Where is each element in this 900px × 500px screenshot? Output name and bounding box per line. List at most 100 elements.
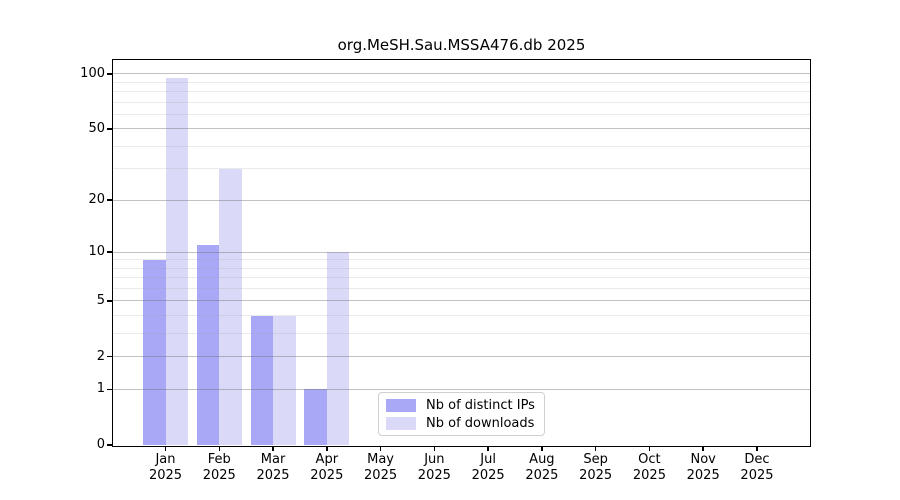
y-axis-tick-label: 100 bbox=[80, 65, 105, 81]
gridline-major bbox=[113, 73, 810, 75]
x-axis-tick bbox=[218, 446, 221, 451]
x-axis-tick-label: Feb 2025 bbox=[189, 452, 249, 484]
legend-label: Nb of distinct IPs bbox=[426, 397, 535, 413]
y-axis-tick-label: 20 bbox=[88, 192, 105, 208]
gridline-minor bbox=[113, 168, 810, 170]
gridline-major bbox=[113, 251, 810, 253]
legend-swatch-icon bbox=[386, 398, 416, 412]
gridline-major bbox=[113, 300, 810, 302]
x-axis-tick bbox=[541, 446, 543, 451]
y-axis-tick bbox=[107, 355, 112, 358]
year-label: 2025 bbox=[686, 468, 720, 483]
bar-nb-of-distinct-ips-apr bbox=[304, 389, 327, 445]
gridline-minor bbox=[113, 101, 810, 103]
month-label: Oct bbox=[638, 452, 661, 467]
y-axis-tick bbox=[107, 128, 112, 130]
bar-nb-of-downloads-mar bbox=[273, 315, 296, 445]
year-label: 2025 bbox=[256, 468, 290, 483]
x-axis-tick-label: Apr 2025 bbox=[297, 452, 357, 484]
x-axis-tick bbox=[164, 446, 167, 451]
y-axis-tick-label: 50 bbox=[88, 120, 105, 136]
gridline-minor bbox=[113, 91, 810, 93]
year-label: 2025 bbox=[202, 468, 236, 483]
month-label: Apr bbox=[315, 452, 339, 467]
y-axis-tick bbox=[107, 251, 112, 253]
gridline-major bbox=[113, 128, 810, 130]
x-axis-tick-label: Oct 2025 bbox=[619, 452, 679, 484]
gridline-minor bbox=[113, 145, 810, 147]
gridline-minor bbox=[113, 277, 810, 279]
month-label: Feb bbox=[207, 452, 231, 467]
x-axis-tick-label: Jul 2025 bbox=[458, 452, 518, 484]
x-axis-tick bbox=[433, 446, 436, 451]
gridline-minor bbox=[113, 315, 810, 317]
bar-nb-of-distinct-ips-feb bbox=[196, 245, 220, 445]
y-axis-tick bbox=[107, 73, 112, 75]
x-axis-tick-label: Aug 2025 bbox=[512, 452, 572, 484]
year-label: 2025 bbox=[148, 468, 183, 483]
x-axis-tick bbox=[756, 446, 758, 451]
x-axis-tick bbox=[594, 446, 597, 451]
y-axis-tick-label: 5 bbox=[96, 292, 105, 308]
year-label: 2025 bbox=[632, 468, 666, 483]
x-axis-tick-label: Mar 2025 bbox=[243, 452, 303, 484]
x-axis-tick-label: Sep 2025 bbox=[566, 452, 626, 484]
gridline-major bbox=[113, 356, 810, 358]
legend-box: Nb of distinct IPs Nb of downloads bbox=[378, 392, 545, 436]
x-axis-tick bbox=[702, 446, 704, 451]
gridline-minor bbox=[113, 81, 810, 83]
legend-item: Nb of distinct IPs bbox=[379, 398, 544, 413]
y-axis-tick-label: 2 bbox=[96, 348, 105, 364]
y-axis-tick-label: 1 bbox=[96, 381, 105, 397]
month-label: Nov bbox=[690, 452, 716, 467]
month-label: Jan bbox=[155, 452, 176, 467]
x-axis-tick-label: Dec 2025 bbox=[727, 452, 787, 484]
x-axis-tick bbox=[648, 446, 651, 451]
year-label: 2025 bbox=[579, 468, 613, 483]
gridline-minor bbox=[113, 259, 810, 261]
y-axis-tick-label: 10 bbox=[88, 244, 105, 260]
x-axis-tick bbox=[379, 446, 382, 451]
bar-nb-of-downloads-feb bbox=[219, 168, 242, 445]
chart-title: org.MeSH.Sau.MSSA476.db 2025 bbox=[337, 36, 586, 54]
year-label: 2025 bbox=[740, 468, 774, 483]
year-label: 2025 bbox=[525, 468, 559, 483]
legend-item: Nb of downloads bbox=[379, 416, 544, 431]
x-axis-tick bbox=[272, 446, 274, 451]
y-axis-tick bbox=[107, 388, 112, 390]
legend-label: Nb of downloads bbox=[426, 415, 535, 431]
gridline-major bbox=[113, 388, 810, 390]
month-label: Jun bbox=[424, 452, 445, 467]
x-axis-tick bbox=[326, 446, 328, 451]
bar-nb-of-downloads-apr bbox=[326, 252, 350, 445]
y-axis-tick bbox=[107, 199, 112, 201]
legend-swatch-icon bbox=[386, 416, 416, 430]
x-axis-tick-label: May 2025 bbox=[351, 452, 411, 484]
bar-nb-of-distinct-ips-jan bbox=[143, 259, 166, 445]
x-axis-tick-label: Jun 2025 bbox=[404, 452, 464, 484]
gridline-major bbox=[113, 199, 810, 201]
gridline-minor bbox=[113, 333, 810, 335]
gridline-minor bbox=[113, 113, 810, 115]
y-axis-tick bbox=[107, 300, 112, 302]
bar-nb-of-downloads-jan bbox=[165, 77, 188, 445]
month-label: Dec bbox=[744, 452, 770, 467]
gridline-minor bbox=[113, 267, 810, 269]
gridline-minor bbox=[113, 288, 810, 289]
month-label: May bbox=[367, 452, 395, 467]
y-axis-tick-label: 0 bbox=[96, 437, 105, 452]
month-label: Jul bbox=[480, 452, 496, 467]
y-axis-tick bbox=[107, 444, 112, 446]
year-label: 2025 bbox=[417, 468, 451, 483]
x-axis-tick-label: Nov 2025 bbox=[673, 452, 733, 484]
year-label: 2025 bbox=[364, 468, 398, 483]
x-axis-tick-label: Jan 2025 bbox=[136, 452, 196, 484]
month-label: Aug bbox=[529, 452, 555, 467]
month-label: Sep bbox=[583, 452, 608, 467]
x-axis-tick bbox=[487, 446, 489, 451]
bar-nb-of-distinct-ips-mar bbox=[250, 315, 274, 445]
year-label: 2025 bbox=[471, 468, 505, 483]
year-label: 2025 bbox=[310, 468, 344, 483]
month-label: Mar bbox=[260, 452, 286, 467]
